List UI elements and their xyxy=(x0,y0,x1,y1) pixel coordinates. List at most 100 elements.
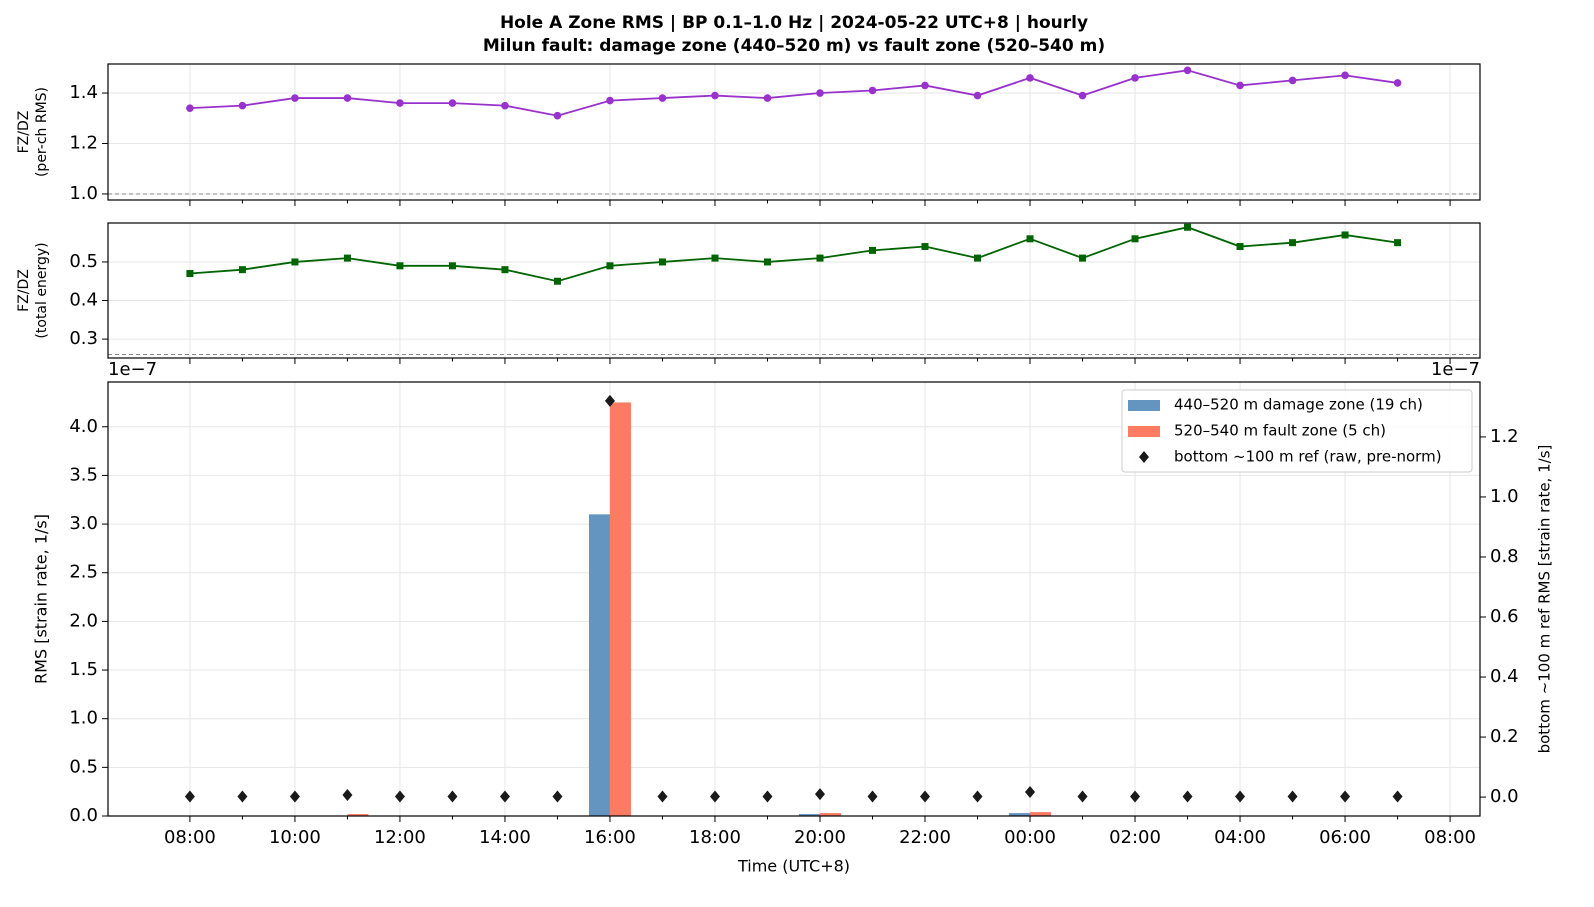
marker xyxy=(553,277,561,285)
marker xyxy=(711,91,719,100)
marker xyxy=(501,266,509,274)
x-tick-label: 12:00 xyxy=(374,827,426,848)
scatter-point xyxy=(867,790,878,803)
y-tick-label: 0.4 xyxy=(69,290,98,311)
y-tick-label: 0.3 xyxy=(69,328,98,349)
x-tick-label: 02:00 xyxy=(1109,827,1161,848)
scatter-point xyxy=(1130,790,1141,803)
y-tick-label: 0.5 xyxy=(69,756,98,777)
scatter-point xyxy=(499,790,510,803)
y2-tick-label: 0.0 xyxy=(1490,786,1519,807)
legend-box xyxy=(1121,389,1473,473)
scatter-point xyxy=(762,790,773,803)
marker xyxy=(658,258,666,266)
marker xyxy=(606,96,614,105)
marker xyxy=(1288,76,1297,85)
marker xyxy=(921,243,929,251)
axes-frame xyxy=(107,381,1481,817)
scatter-point xyxy=(237,790,248,803)
y-tick-label: 1.0 xyxy=(69,183,98,204)
scatter-point xyxy=(814,788,825,801)
marker xyxy=(606,262,614,270)
marker xyxy=(1026,74,1034,82)
marker xyxy=(501,101,509,110)
x-tick-label: 18:00 xyxy=(689,827,741,848)
bar xyxy=(609,402,631,816)
marker xyxy=(816,254,824,262)
bar xyxy=(1030,812,1052,816)
scatter-point xyxy=(394,790,405,803)
y2-axis-label: bottom ~100 m ref RMS [strain rate, 1/s] xyxy=(1536,445,1554,754)
y2-tick-label: 0.2 xyxy=(1490,726,1519,747)
marker xyxy=(816,89,824,97)
x-tick-label: 00:00 xyxy=(1004,827,1056,848)
y-tick-label: 1.2 xyxy=(69,132,98,153)
y-tick-label: 4.0 xyxy=(69,416,98,437)
x-tick-label: 08:00 xyxy=(164,827,216,848)
x-tick-label: 14:00 xyxy=(479,827,531,848)
x-tick-label: 20:00 xyxy=(794,827,846,848)
x-tick-label: 22:00 xyxy=(899,827,951,848)
x-tick-label: 08:00 xyxy=(1424,827,1476,848)
scatter-point xyxy=(1025,785,1036,798)
y-tick-label: 1.0 xyxy=(69,708,98,729)
scatter-point xyxy=(342,788,353,801)
scatter-point xyxy=(447,790,458,803)
offset-text: 1e−7 xyxy=(108,359,157,380)
scatter-point xyxy=(1182,790,1193,803)
offset-text: 1e−7 xyxy=(1431,359,1480,380)
legend-swatch xyxy=(1128,426,1160,437)
marker xyxy=(974,254,982,262)
y-axis-label: (per-ch RMS) xyxy=(34,87,50,177)
legend-marker xyxy=(1139,451,1149,463)
axes-frame xyxy=(107,222,1481,359)
marker xyxy=(186,270,194,278)
subtitle: Milun fault: damage zone (440–520 m) vs … xyxy=(483,36,1105,56)
scatter-point xyxy=(709,790,720,803)
y2-tick-label: 1.0 xyxy=(1490,486,1519,507)
marker xyxy=(291,94,299,102)
y-tick-label: 1.5 xyxy=(69,659,98,680)
bar xyxy=(819,813,841,816)
title: Hole A Zone RMS | BP 0.1–1.0 Hz | 2024-0… xyxy=(500,13,1088,33)
marker xyxy=(1341,71,1349,80)
legend-label: bottom ~100 m ref (raw, pre-norm) xyxy=(1174,448,1442,466)
scatter-point xyxy=(552,790,563,803)
bar xyxy=(588,514,610,816)
x-tick-label: 16:00 xyxy=(584,827,636,848)
x-tick-label: 04:00 xyxy=(1214,827,1266,848)
scatter-point xyxy=(1287,790,1298,803)
marker xyxy=(1289,239,1297,247)
axes-frame xyxy=(107,63,1481,201)
y-axis-label: RMS [strain rate, 1/s] xyxy=(32,514,51,684)
marker xyxy=(1394,239,1402,247)
line xyxy=(189,69,1398,117)
marker xyxy=(238,101,247,110)
scatter-point xyxy=(1235,790,1246,803)
marker xyxy=(448,262,456,270)
y2-tick-label: 0.8 xyxy=(1490,546,1519,567)
marker xyxy=(763,94,772,102)
marker xyxy=(1131,74,1139,82)
marker xyxy=(1341,231,1349,239)
y-tick-label: 0.0 xyxy=(69,805,98,826)
x-tick-label: 10:00 xyxy=(269,827,321,848)
line xyxy=(189,226,1398,283)
marker xyxy=(343,254,351,262)
marker xyxy=(343,94,352,102)
legend-label: 440–520 m damage zone (19 ch) xyxy=(1174,396,1423,414)
y-axis-label: FZ/DZ xyxy=(16,269,32,312)
marker xyxy=(1236,81,1244,90)
scatter-point xyxy=(604,394,615,407)
marker xyxy=(553,111,562,120)
marker xyxy=(973,91,982,100)
legend-swatch xyxy=(1128,400,1160,411)
y2-tick-label: 1.2 xyxy=(1490,426,1519,447)
marker xyxy=(1184,223,1192,231)
marker xyxy=(396,262,404,270)
marker xyxy=(1131,235,1139,243)
bar xyxy=(1009,813,1031,816)
y2-tick-label: 0.6 xyxy=(1490,606,1519,627)
y-tick-label: 0.5 xyxy=(69,251,98,272)
